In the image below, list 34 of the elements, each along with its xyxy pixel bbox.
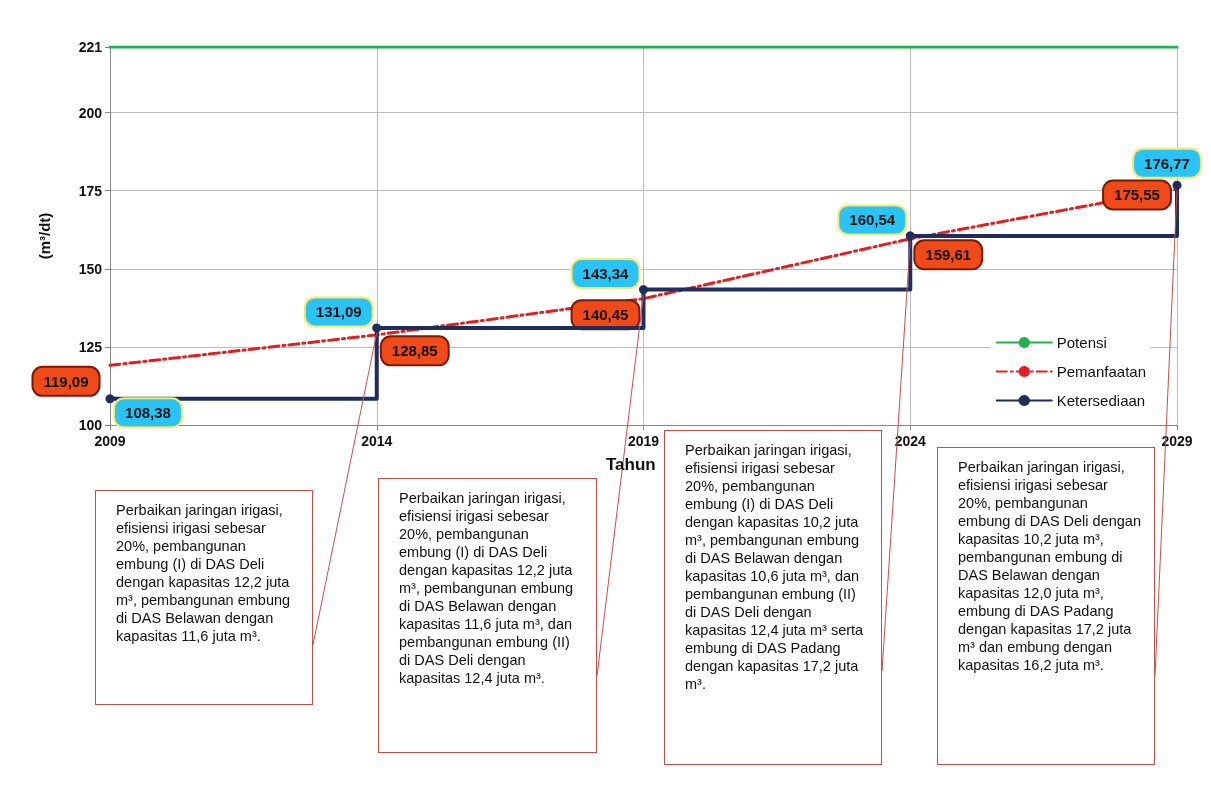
data-label: 159,61 <box>925 246 972 264</box>
text: Perbaikan jaringan irigasi, efisiensi irigasi sebesar 20%, pembangunan embung (I) di DAS Deli dengan kapasitas 12,2 juta m³, pembangunan embung di DAS Belawan dengan kapasitas 11,6 juta m³, dan pembangunan embung (II) di DAS Deli dengan kapasitas 12,4 juta m³. <box>399 490 574 686</box>
x-tick-label: 2024 <box>894 433 927 449</box>
legend-label: Pemanfaatan <box>1056 363 1146 380</box>
y-axis-title: (m³/dt) <box>36 212 53 260</box>
text: Perbaikan jaringan irigasi, efisiensi irigasi sebesar 20%, pembangunan embung (I) di DAS Deli dengan kapasitas 10,2 juta m³, pembangunan embung di DAS Belawan dengan kapasitas 10,6 juta m³, dan pembangunan embung (II) di DAS Deli dengan kapasitas 12,4 juta m³ serta embung di DAS Padang dengan kapasitas 17,2 juta m³. <box>685 442 864 692</box>
point <box>639 285 648 295</box>
data-label: 140,45 <box>582 306 629 324</box>
y-tick-label: 175 <box>78 182 103 199</box>
legend-label: Potensi <box>1056 334 1107 351</box>
data-label: 119,09 <box>43 372 89 390</box>
y-tick-label: 100 <box>78 417 103 433</box>
point <box>105 394 115 404</box>
point <box>1172 180 1182 190</box>
data-label: 128,85 <box>391 342 438 360</box>
data-label: 175,55 <box>1114 186 1160 204</box>
data-label: 176,77 <box>1144 154 1190 172</box>
data-label: 108,38 <box>125 404 171 422</box>
y-tick-label: 125 <box>78 338 103 355</box>
legend-label: Ketersediaan <box>1056 392 1146 409</box>
point <box>905 231 915 241</box>
y-tick-label: 200 <box>78 104 103 121</box>
data-label: 160,54 <box>849 211 896 229</box>
x-tick-label: 2019 <box>627 433 660 449</box>
y-tick-label: 221 <box>78 39 103 55</box>
point <box>372 323 382 333</box>
text: Perbaikan jaringan irigasi, efisiensi irigasi sebesar 20%, pembangunan embung di DAS Deli dengan kapasitas 10,2 juta m³, pembangunan embung di DAS Belawan dengan kapasitas 12,0 juta m³, embung di DAS Padang dengan kapasitas 17,2 juta m³ dan embung dengan kapasitas 16,2 juta m³. <box>958 459 1141 673</box>
text: Perbaikan jaringan irigasi, efisiensi irigasi sebesar 20%, pembangunan embung (I) di DAS Deli dengan kapasitas 12,2 juta m³, pembangunan embung di DAS Belawan dengan kapasitas 11,6 juta m³. <box>95 490 313 705</box>
data-label: 131,09 <box>315 303 362 321</box>
y-tick-label: 150 <box>78 260 103 277</box>
x-tick-label: 2009 <box>94 433 126 449</box>
x-tick-label: 2014 <box>361 433 393 449</box>
x-axis-title: Tahun <box>606 455 656 475</box>
data-label: 143,34 <box>582 265 630 283</box>
